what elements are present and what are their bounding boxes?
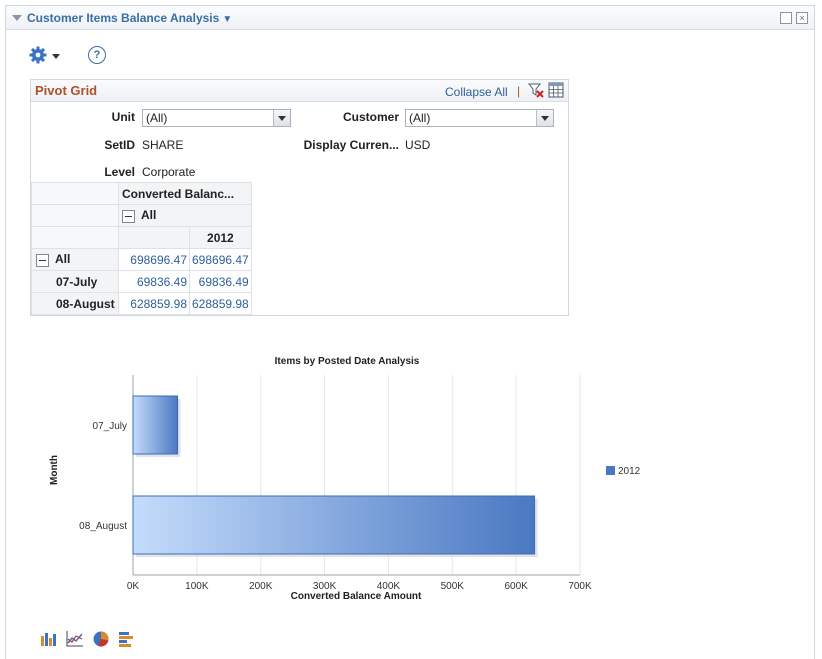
setid-label: SetID (104, 138, 135, 152)
cell-year[interactable]: 698696.47 (189, 248, 252, 271)
row-header-july[interactable]: 07-July (31, 270, 119, 293)
legend: 2012 (606, 466, 641, 477)
row-header-august[interactable]: 08-August (31, 292, 119, 315)
column-year-header[interactable]: 2012 (189, 226, 252, 249)
customer-label: Customer (342, 110, 399, 124)
cell-total[interactable]: 69836.49 (118, 270, 190, 293)
legend-entry: 2012 (618, 466, 641, 477)
measure-header[interactable]: Converted Balanc... (118, 182, 252, 205)
close-icon[interactable]: × (796, 12, 808, 24)
y-tick-label: 08_August (79, 521, 127, 532)
row-header-all[interactable]: All (31, 248, 119, 271)
corner-cell (31, 226, 119, 249)
chevron-down-icon[interactable] (52, 54, 60, 59)
table-row: 07-July 69836.49 69836.49 (31, 270, 252, 293)
pagelet-title-text: Customer Items Balance Analysis (27, 11, 220, 25)
pivot-grid-panel: Pivot Grid Collapse All | Unit (All) Cus… (30, 79, 569, 316)
cell-total[interactable]: 698696.47 (118, 248, 190, 271)
header-separator: | (517, 84, 521, 98)
bars (132, 395, 538, 557)
grid-view-icon[interactable] (548, 82, 564, 98)
corner-cell (31, 204, 119, 227)
display-currency-value: USD (405, 138, 431, 152)
column-total-header (118, 226, 190, 249)
x-tick-label: 100K (185, 581, 209, 592)
x-tick-label: 700K (568, 581, 592, 592)
row-all-label: All (55, 252, 71, 267)
level-value: Corporate (142, 165, 196, 179)
pagelet-header: Customer Items Balance Analysis ▼ × (6, 6, 814, 30)
x-axis-ticks: 0K 100K 200K 300K 400K 500K 600K 700K (127, 581, 592, 592)
column-all-header[interactable]: All (118, 204, 252, 227)
cell-year[interactable]: 69836.49 (189, 270, 252, 293)
maximize-icon[interactable] (780, 12, 792, 24)
level-label: Level (104, 165, 135, 179)
customer-select[interactable]: (All) (405, 109, 554, 127)
chart-title: Items by Posted Date Analysis (275, 356, 420, 367)
customer-select-value: (All) (409, 111, 431, 125)
bar-chart-icon[interactable] (40, 630, 58, 648)
unit-select[interactable]: (All) (142, 109, 291, 127)
x-axis-label: Converted Balance Amount (291, 591, 422, 602)
column-all-label: All (141, 208, 157, 223)
x-tick-label: 600K (504, 581, 528, 592)
collapse-minus-icon[interactable] (122, 209, 135, 223)
x-tick-label: 0K (127, 581, 140, 592)
setid-value: SHARE (142, 138, 184, 152)
collapse-minus-icon[interactable] (36, 253, 49, 267)
horizontal-bar-chart-icon[interactable] (118, 630, 136, 648)
x-tick-label: 400K (377, 581, 401, 592)
gear-icon[interactable] (29, 46, 47, 64)
line-chart-icon[interactable] (66, 630, 84, 648)
display-currency-label: Display Curren... (303, 138, 399, 152)
pivot-table: Converted Balanc... All 2012 All 698696.… (31, 182, 252, 315)
chevron-down-icon[interactable] (273, 110, 290, 126)
y-tick-label: 07_July (93, 421, 127, 432)
y-axis-label: Month (49, 455, 60, 485)
cell-year[interactable]: 628859.98 (189, 292, 252, 315)
help-icon[interactable]: ? (88, 46, 106, 64)
title-dropdown-icon[interactable]: ▼ (222, 14, 233, 25)
pivot-grid-header: Pivot Grid Collapse All | (31, 80, 568, 102)
y-axis-ticks: 07_July 08_August (79, 421, 127, 532)
collapse-all-link[interactable]: Collapse All (445, 85, 508, 99)
x-tick-label: 500K (441, 581, 465, 592)
cell-total[interactable]: 628859.98 (118, 292, 190, 315)
chevron-down-icon[interactable] (536, 110, 553, 126)
corner-cell (31, 182, 119, 205)
pie-chart-icon[interactable] (92, 630, 110, 648)
pagelet-title[interactable]: Customer Items Balance Analysis ▼ (27, 11, 232, 25)
clear-filter-icon[interactable] (528, 82, 544, 98)
pagelet: Customer Items Balance Analysis ▼ × ? Piv… (5, 5, 815, 659)
unit-label: Unit (111, 110, 135, 124)
bar[interactable] (132, 495, 536, 555)
x-tick-label: 200K (249, 581, 273, 592)
table-row: All 698696.47 698696.47 (31, 248, 252, 271)
x-tick-label: 300K (313, 581, 337, 592)
collapse-triangle-icon[interactable] (12, 15, 22, 21)
bar[interactable] (132, 395, 179, 455)
table-row: 08-August 628859.98 628859.98 (31, 292, 252, 315)
pivot-grid-title: Pivot Grid (35, 83, 98, 98)
legend-swatch (606, 466, 615, 475)
unit-select-value: (All) (146, 111, 168, 125)
bar-chart: Items by Posted Date Analysis 0K 100K 200K… (49, 356, 641, 602)
